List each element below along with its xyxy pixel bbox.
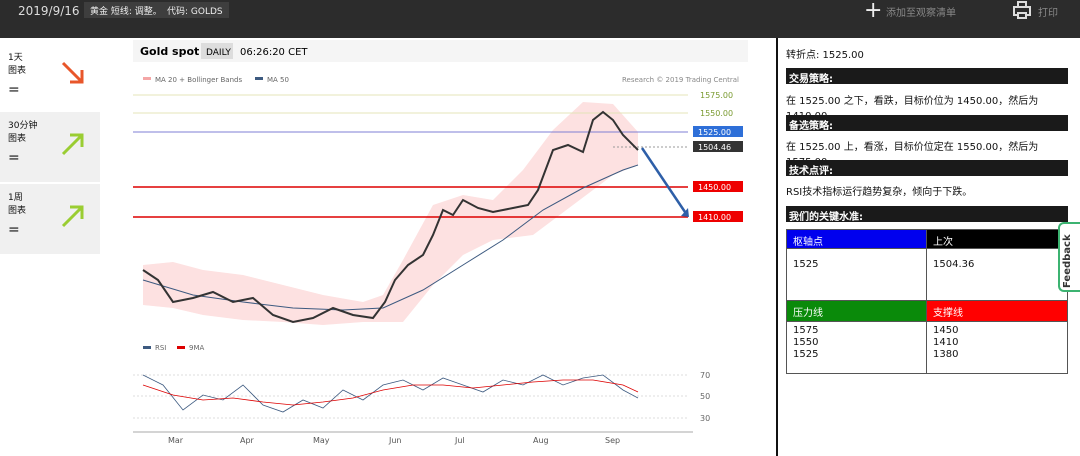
month-label: May [313, 436, 330, 445]
month-label: Aug [533, 436, 549, 445]
period: DAILY [206, 48, 231, 58]
month-label: Jun [388, 436, 402, 445]
section-heading: 技术点评: [786, 160, 1068, 177]
item-subtitle: 图表 [8, 134, 27, 144]
table-header: 压力线 [786, 300, 927, 322]
level-value: 1450 [933, 325, 959, 336]
ma50 [142, 164, 639, 311]
item-title: 1天 [8, 53, 23, 63]
month-label: Sep [605, 436, 620, 445]
legend-item: 9MA [189, 344, 204, 352]
level-tag [693, 141, 743, 152]
level-value: 1550 [793, 337, 819, 348]
month-label: Jul [454, 436, 465, 445]
date: 2019/9/16 [18, 4, 80, 18]
legend-item: RSI [155, 344, 166, 352]
sidebar-item[interactable]: 1天图表 = [0, 44, 100, 114]
table-cell: 1450 1410 1380 [926, 321, 1068, 374]
rsi-ma [142, 379, 639, 406]
divider [776, 38, 778, 456]
level-label: 1450.00 [698, 183, 731, 192]
table-header: 上次 [926, 229, 1068, 249]
arrow-up [61, 205, 84, 228]
level-label: 1525.00 [698, 128, 731, 137]
rsi-tick: 30 [700, 414, 710, 423]
chart: Gold spot DAILY 06:26:20 CET MA 20 + Bol… [133, 40, 748, 454]
price-line [142, 110, 639, 324]
rsi-tick: 50 [700, 392, 710, 401]
chart-title: Gold spot [140, 45, 199, 58]
legend-item: MA 20 + Bollinger Bands [155, 76, 242, 84]
item-subtitle: 图表 [8, 206, 27, 216]
sidebar-item[interactable]: 1周图表 = [0, 184, 100, 254]
level-label: 1575.00 [700, 91, 733, 100]
legend-swatch [143, 77, 151, 80]
level-value: 1410 [933, 337, 959, 348]
level-label: 1410.00 [698, 213, 731, 222]
table-header: 枢轴点 [786, 229, 927, 249]
chart-header [133, 40, 748, 62]
sidebar-item[interactable]: 30分钟图表 = [0, 112, 100, 182]
table-cell: 1575 1550 1525 [786, 321, 927, 374]
headline: 黄金 短线: 调整。 [84, 2, 168, 18]
arrow-up [61, 133, 84, 156]
rsi [142, 374, 639, 413]
level-tag [693, 211, 743, 222]
item-subtitle: 图表 [8, 66, 27, 76]
watchlist-button[interactable]: 添加至观察清单 [886, 8, 956, 19]
item-title: 30分钟 [8, 121, 38, 131]
item-sign: = [8, 222, 20, 238]
item-sign: = [8, 150, 20, 166]
legend-swatch [177, 346, 185, 349]
level-tag [693, 126, 743, 137]
section-heading: 交易策略: [786, 68, 1068, 85]
top-bar: 2019/9/16 黄金 短线: 调整。 代码: GOLDS + 添加至观察清单… [0, 0, 1080, 38]
table-header: 支撑线 [926, 300, 1068, 322]
legend-swatch [255, 77, 263, 80]
period-chip[interactable] [201, 43, 233, 59]
section-heading: 我们的关键水准: [786, 206, 1068, 223]
item-title: 1周 [8, 193, 23, 203]
chart-time: 06:26:20 CET [240, 47, 308, 58]
legend-swatch [143, 346, 151, 349]
code: 代码: GOLDS [161, 2, 229, 18]
month-label: Mar [168, 436, 184, 445]
arrow-head [681, 208, 689, 217]
level-label: 1550.00 [700, 109, 733, 118]
feedback-tab[interactable]: Feedback [1058, 222, 1080, 292]
level-label: 1504.46 [698, 143, 731, 152]
legend-item: MA 50 [267, 76, 289, 84]
section-text: RSI技术指标运行趋势复杂，倾向于下跌。 [786, 187, 973, 198]
level-value: 1380 [933, 349, 959, 360]
month-axis: Mar Apr May Jun Jul Aug Sep [168, 436, 620, 445]
add-icon[interactable]: + [864, 0, 883, 23]
arrow-down [61, 61, 84, 84]
item-sign: = [8, 82, 20, 98]
table-cell: 1504.36 [926, 248, 1068, 301]
level-value: 1525 [793, 349, 819, 360]
pivot-text: 转折点: 1525.00 [786, 50, 864, 61]
level-tag [693, 181, 743, 192]
section-heading: 备选策略: [786, 115, 1068, 132]
print-icon[interactable] [1012, 1, 1032, 19]
forecast-arrow [640, 147, 687, 213]
level-value: 1575 [793, 325, 819, 336]
month-label: Apr [240, 436, 255, 445]
credit: Research © 2019 Trading Central [622, 76, 739, 84]
rsi-tick: 70 [700, 371, 710, 380]
feedback-label: Feedback [1062, 234, 1073, 288]
print-button[interactable]: 打印 [1038, 8, 1058, 19]
table-cell: 1525 [786, 248, 927, 301]
